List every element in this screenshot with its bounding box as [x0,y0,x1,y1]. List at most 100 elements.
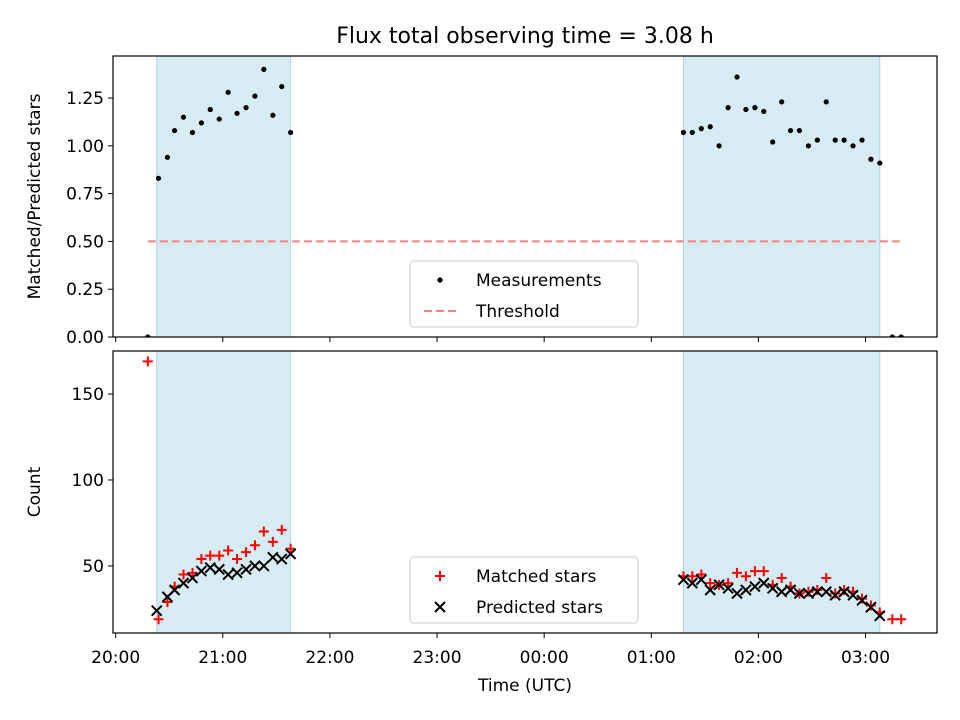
predicted-star-point [704,584,716,596]
x-tick-label: 23:00 [413,648,462,668]
x-tick-label: 22:00 [305,648,354,668]
plot-area [142,356,907,625]
predicted-star-point [177,577,190,589]
measurement-point [734,74,740,80]
measurement-point [145,334,151,337]
predicted-star-point [793,587,806,600]
predicted-star-point [240,563,252,576]
matched-star-point [214,550,225,561]
predicted-star-point [865,601,877,613]
matched-star-point [178,569,189,580]
y-tick-label: 0.00 [66,328,104,348]
matched-star-point [749,566,760,577]
matched-star-point [740,571,751,582]
measurement-point [898,334,904,337]
measurement-point [261,66,267,72]
predicted-star-point [186,572,199,584]
legend-frame [409,556,639,624]
observing-span [156,55,292,338]
predicted-star-point [267,551,279,564]
plot-area [145,66,904,337]
measurement-point [252,93,258,99]
observing-span [682,55,881,338]
measurement-point [207,106,213,113]
measurement-point [779,99,785,105]
matched-star-point [205,550,216,561]
matched-star-point [187,567,198,578]
predicted-star-point [731,587,743,600]
measurement-point [832,137,838,143]
predicted-star-point [811,586,824,598]
y-tick-label: 1.25 [66,89,104,109]
measurement-point [752,105,758,111]
measurement-point [225,89,231,95]
measurement-point [814,137,820,143]
x-axis-label: Time (UTC) [477,676,572,696]
x-tick-label: 02:00 [734,648,783,668]
y-tick-label: 0.75 [66,185,104,205]
observing-span [156,350,292,634]
chart-title: Flux total observing time = 3.08 h [336,24,714,49]
axes-frame [112,55,938,338]
matched-star-point [267,536,278,547]
matched-star-point [249,540,260,551]
measurement-point [279,83,285,90]
matched-star-point [865,600,876,611]
observing-span [682,350,881,634]
predicted-star-point [722,582,734,595]
measurement-point [868,156,874,162]
matched-star-point [705,578,716,589]
predicted-star-point [276,553,288,565]
measurement-point [805,143,812,149]
matched-star-point [776,572,787,583]
x-tick-label: 01:00 [627,648,676,668]
legend-label: Measurements [476,271,602,291]
matched-star-point [857,593,868,604]
measurement-point [164,154,171,160]
measurement-point [155,175,162,181]
y-tick-label: 1.00 [66,137,104,157]
predicted-star-point [231,567,243,579]
matched-star-point [258,526,269,537]
predicted-star-point [258,560,270,572]
predicted-star-point [222,568,234,581]
matched-star-point [803,586,814,597]
legend: Matched stars Predicted stars [409,556,639,624]
measurement-point [823,99,829,105]
matched-star-point [241,547,252,558]
legend: Measurements Threshold [409,260,639,328]
matched-star-point [731,567,742,578]
y-tick-label: 150 [72,385,104,405]
matched-star-point [830,588,841,599]
measurement-point [770,139,776,145]
axes-frame [112,350,938,634]
matched-star-point [162,597,173,608]
legend-label: Threshold [475,302,560,322]
predicted-star-point [784,584,797,596]
predicted-star-point [168,584,181,596]
measurement-point [787,127,794,134]
matched-star-point [812,585,823,596]
measurement-point [180,114,187,120]
measurement-point [689,129,695,136]
matched-star-point [723,578,734,589]
legend-label: Predicted stars [476,598,603,618]
predicted-star-point [749,580,761,593]
y-tick-label: 0.50 [66,232,104,252]
legend-swatch [435,571,445,581]
measurement-point [198,120,204,126]
y-axis-label: Matched/Predicted stars [25,93,45,299]
x-tick-label: 03:00 [841,648,890,668]
predicted-star-point [150,604,163,617]
measurement-point [859,137,865,143]
measurement-point [716,143,722,149]
legend-swatch [437,277,443,283]
matched-star-point [687,571,698,582]
predicted-star-point [249,560,261,572]
bottom-panel: 50 100 150 20:00 21:00 22:00 23:00 00:00 01:00 02… [25,350,938,668]
matched-star-point [232,554,243,565]
predicted-star-point [802,587,815,600]
matched-star-point [821,572,832,583]
predicted-star-point [829,589,841,601]
